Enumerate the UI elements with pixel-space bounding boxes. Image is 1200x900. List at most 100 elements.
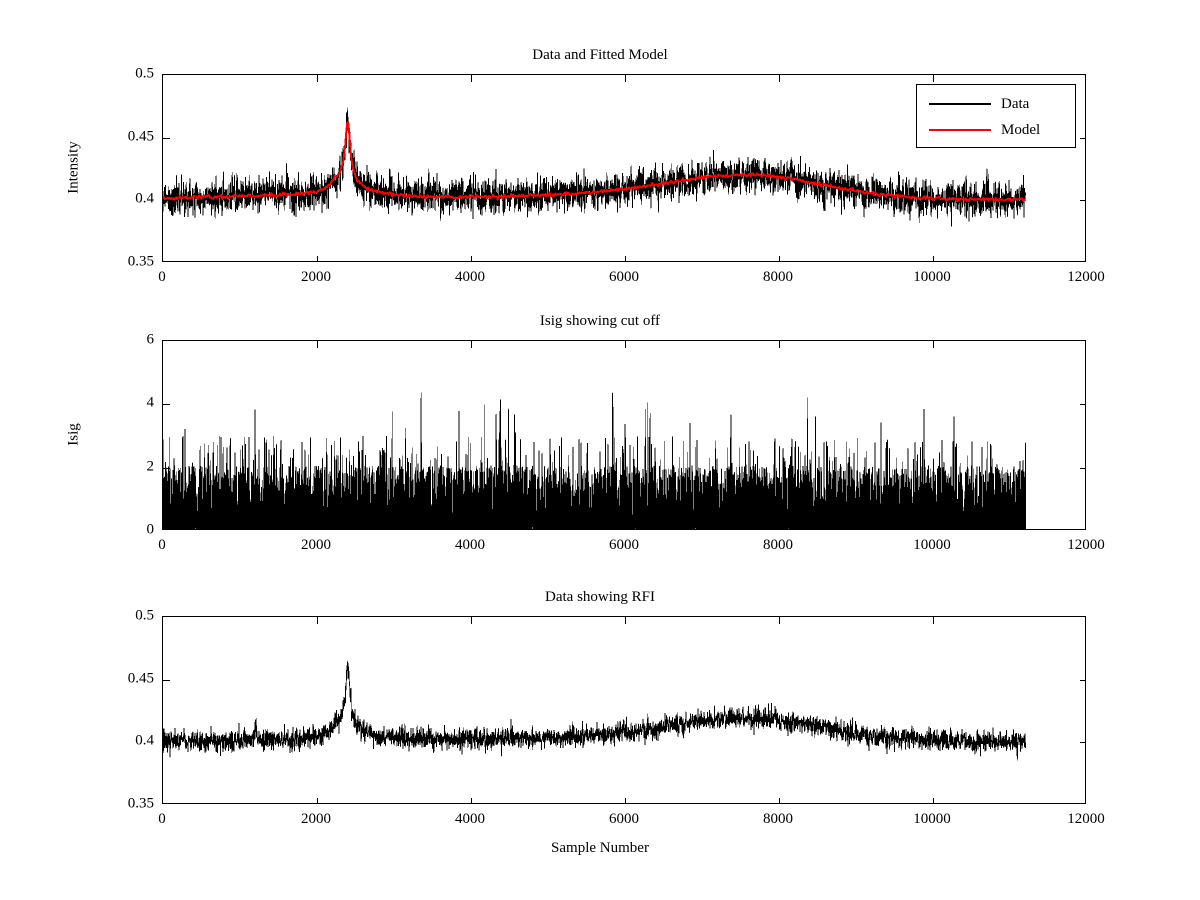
- subplot-data-showing-rfi: Data showing RFI 0 2000 4000 6000 8000 10000 1…: [0, 0, 1200, 827]
- x-tick-mark: [471, 617, 472, 624]
- y-tick-label: 0.45: [127, 670, 154, 687]
- y-tick-label: 0.5: [135, 607, 154, 624]
- x-tick-label: 10000: [913, 811, 951, 827]
- x-tick-label: 4000: [455, 537, 485, 553]
- axes-isig-showing-cut-off: [162, 340, 1086, 530]
- x-tick-mark: [933, 256, 934, 261]
- x-tick-label: 8000: [763, 537, 793, 553]
- x-tick-label: 8000: [763, 811, 793, 827]
- y-tick-mark: [163, 742, 170, 743]
- x-tick-label: 8000: [763, 269, 793, 285]
- y-tick-mark: [163, 404, 170, 405]
- x-tick-mark: [625, 75, 626, 82]
- legend-swatch-data: [929, 103, 991, 105]
- y-axis-label: Isig: [65, 423, 82, 446]
- y-tick-label: 4: [146, 394, 155, 411]
- x-tick-mark: [471, 256, 472, 261]
- y-tick-label: 0.45: [127, 128, 154, 145]
- x-tick-mark: [933, 75, 934, 82]
- x-tick-mark: [933, 524, 934, 529]
- legend-item-data[interactable]: Data: [917, 91, 1075, 117]
- y-tick-mark: [1080, 200, 1085, 201]
- x-tick-label: 0: [158, 269, 166, 285]
- x-tick-label: 0: [158, 537, 166, 553]
- x-tick-mark: [317, 75, 318, 82]
- x-axis-label: Sample Number: [551, 840, 649, 856]
- x-tick-mark: [471, 75, 472, 82]
- legend[interactable]: Data Model: [916, 84, 1076, 148]
- x-tick-mark: [779, 524, 780, 529]
- x-tick-label: 2000: [301, 811, 331, 827]
- x-tick-mark: [317, 524, 318, 529]
- subplot-title-1: Data and Fitted Model: [532, 47, 668, 63]
- x-tick-mark: [779, 256, 780, 261]
- x-tick-label: 6000: [609, 811, 639, 827]
- legend-label: Data: [1001, 96, 1030, 112]
- x-tick-mark: [625, 256, 626, 261]
- x-tick-mark: [317, 256, 318, 261]
- plot-canvas: [163, 392, 1026, 529]
- y-tick-label: 0.5: [135, 65, 154, 82]
- series-model: [163, 120, 1027, 203]
- x-tick-label: 4000: [455, 269, 485, 285]
- y-tick-mark: [1080, 468, 1085, 469]
- x-tick-mark: [471, 341, 472, 348]
- y-tick-label: 0.35: [127, 253, 154, 270]
- subplot-isig-showing-cut-off: Isig showing cut off 0 2000 4000 6000 8000 10…: [0, 0, 1200, 553]
- x-tick-mark: [779, 798, 780, 803]
- x-tick-mark: [625, 341, 626, 348]
- y-tick-mark: [1080, 404, 1085, 405]
- x-tick-label: 12000: [1067, 269, 1105, 285]
- x-tick-mark: [625, 617, 626, 624]
- plot-canvas: [163, 107, 1027, 227]
- y-tick-mark: [163, 680, 170, 681]
- x-tick-mark: [779, 75, 780, 82]
- y-tick-mark: [1080, 742, 1085, 743]
- x-tick-label: 6000: [609, 537, 639, 553]
- y-tick-label: 0.35: [127, 795, 154, 812]
- x-tick-label: 10000: [913, 269, 951, 285]
- subplot-data-and-fitted-model: Data and Fitted Model 0 2000 4000 6000 8000 1…: [0, 0, 1200, 300]
- x-tick-mark: [471, 524, 472, 529]
- x-tick-mark: [471, 798, 472, 803]
- legend-swatch-model: [929, 129, 991, 131]
- y-tick-label: 6: [146, 331, 155, 348]
- legend-item-model[interactable]: Model: [917, 117, 1075, 143]
- x-tick-label: 12000: [1067, 537, 1105, 553]
- y-tick-mark: [1080, 138, 1085, 139]
- y-tick-mark: [163, 200, 170, 201]
- x-tick-mark: [779, 341, 780, 348]
- series-data: [163, 107, 1026, 227]
- y-tick-mark: [1080, 680, 1085, 681]
- x-tick-mark: [625, 524, 626, 529]
- x-tick-mark: [933, 341, 934, 348]
- y-tick-mark: [163, 138, 170, 139]
- plot-canvas: [163, 660, 1026, 761]
- subplot-title-2: Isig showing cut off: [539, 313, 661, 329]
- y-tick-label: 0.4: [135, 190, 154, 207]
- series-data: [163, 660, 1026, 761]
- y-tick-label: 0: [146, 521, 155, 538]
- x-tick-mark: [933, 798, 934, 803]
- x-tick-mark: [625, 798, 626, 803]
- x-tick-mark: [933, 617, 934, 624]
- x-tick-mark: [317, 341, 318, 348]
- x-tick-label: 0: [158, 811, 166, 827]
- x-tick-mark: [779, 617, 780, 624]
- axes-data-and-fitted-model: [162, 74, 1086, 262]
- x-tick-label: 10000: [913, 537, 951, 553]
- x-tick-label: 6000: [609, 269, 639, 285]
- x-tick-label: 4000: [455, 811, 485, 827]
- x-tick-mark: [317, 798, 318, 803]
- y-tick-label: 2: [146, 458, 155, 475]
- x-tick-mark: [317, 617, 318, 624]
- x-tick-label: 12000: [1067, 811, 1105, 827]
- y-tick-mark: [163, 468, 170, 469]
- x-tick-label: 2000: [301, 537, 331, 553]
- y-tick-label: 0.4: [135, 732, 154, 749]
- legend-label: Model: [1001, 122, 1041, 138]
- subplot-title-3: Data showing RFI: [545, 589, 655, 605]
- x-tick-label: 2000: [301, 269, 331, 285]
- axes-data-showing-rfi: [162, 616, 1086, 804]
